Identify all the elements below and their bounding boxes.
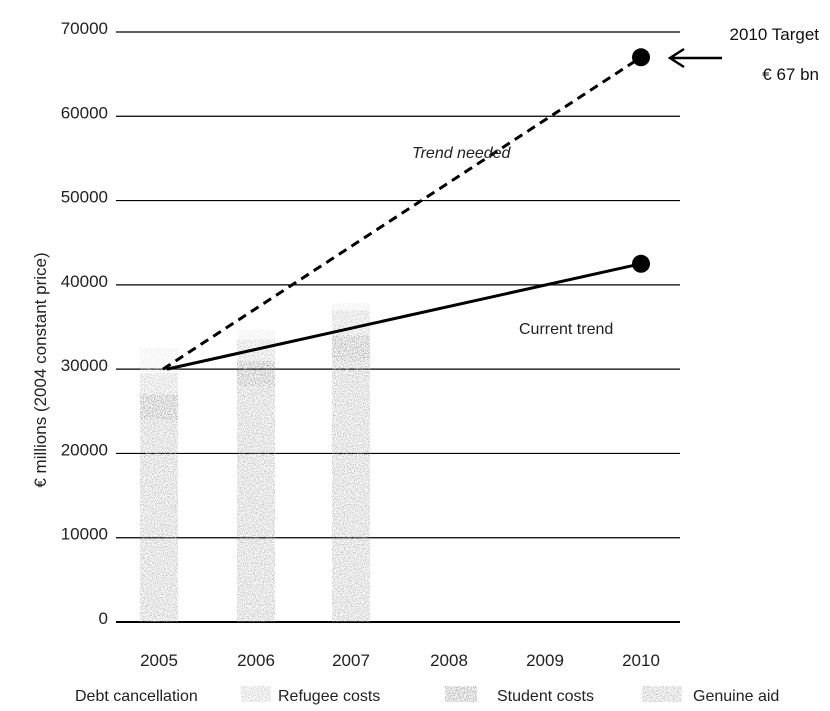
x-tick-label-2006: 2006	[237, 651, 275, 670]
y-tick-label-40000: 40000	[61, 272, 108, 291]
bar-debt-cancellation-2006	[237, 329, 275, 340]
trend-lines	[162, 48, 650, 371]
y-tick-label-20000: 20000	[61, 440, 108, 459]
x-tick-label-2005: 2005	[140, 651, 178, 670]
y-tick-label-0: 0	[99, 609, 108, 628]
bar-genuine-aid-2007	[332, 360, 370, 622]
annotation-current-trend: Current trend	[519, 321, 613, 338]
bar-genuine-aid-2005	[140, 419, 178, 622]
y-tick-label-10000: 10000	[61, 525, 108, 544]
x-tick-label-2009: 2009	[526, 651, 564, 670]
legend: Debt cancellation Refugee costs Student …	[75, 686, 779, 705]
legend-label-refugee-costs: Refugee costs	[278, 688, 380, 705]
x-tick-label-2007: 2007	[332, 651, 370, 670]
target-label-line1: 2010 Target	[730, 25, 820, 44]
line-trend-needed	[162, 56, 642, 371]
legend-swatch-genuine-aid	[642, 686, 682, 702]
y-tick-label-60000: 60000	[61, 103, 108, 122]
legend-label-student-costs: Student costs	[497, 688, 594, 705]
bars	[140, 303, 370, 622]
bar-student-costs-2006	[237, 360, 275, 386]
legend-label-debt-cancellation: Debt cancellation	[75, 688, 198, 705]
legend-label-genuine-aid: Genuine aid	[693, 688, 779, 705]
legend-swatch-student-costs	[445, 686, 477, 702]
bar-debt-cancellation-2005	[140, 348, 178, 374]
bar-genuine-aid-2006	[237, 386, 275, 622]
legend-swatch-refugee-costs	[241, 686, 271, 702]
target-callout: 2010 Target € 67 bn	[667, 25, 820, 84]
gridlines	[116, 31, 680, 623]
x-axis-ticks: 2005 2006 2007 2008 2009 2010	[140, 651, 660, 670]
x-tick-label-2010: 2010	[622, 651, 660, 670]
line-current-trend	[166, 262, 642, 371]
annotation-trend-needed: Trend needed	[412, 145, 512, 162]
point-trend-needed-2010	[632, 48, 650, 67]
bar-student-costs-2007	[332, 335, 370, 361]
point-current-trend-2010	[632, 254, 650, 273]
bar-student-costs-2005	[140, 394, 178, 420]
y-axis-label: € millions (2004 constant price)	[31, 252, 50, 487]
bar-debt-cancellation-2007	[332, 303, 370, 311]
target-arrow-icon	[667, 47, 722, 69]
bar-refugee-costs-2005	[140, 373, 178, 395]
target-label-line2: € 67 bn	[762, 65, 819, 84]
y-tick-label-70000: 70000	[61, 19, 108, 38]
y-tick-label-30000: 30000	[61, 356, 108, 375]
x-tick-label-2008: 2008	[430, 651, 468, 670]
y-tick-label-50000: 50000	[61, 188, 108, 207]
y-axis-ticks: 0 10000 20000 30000 40000 50000 60000 70000	[61, 19, 108, 628]
